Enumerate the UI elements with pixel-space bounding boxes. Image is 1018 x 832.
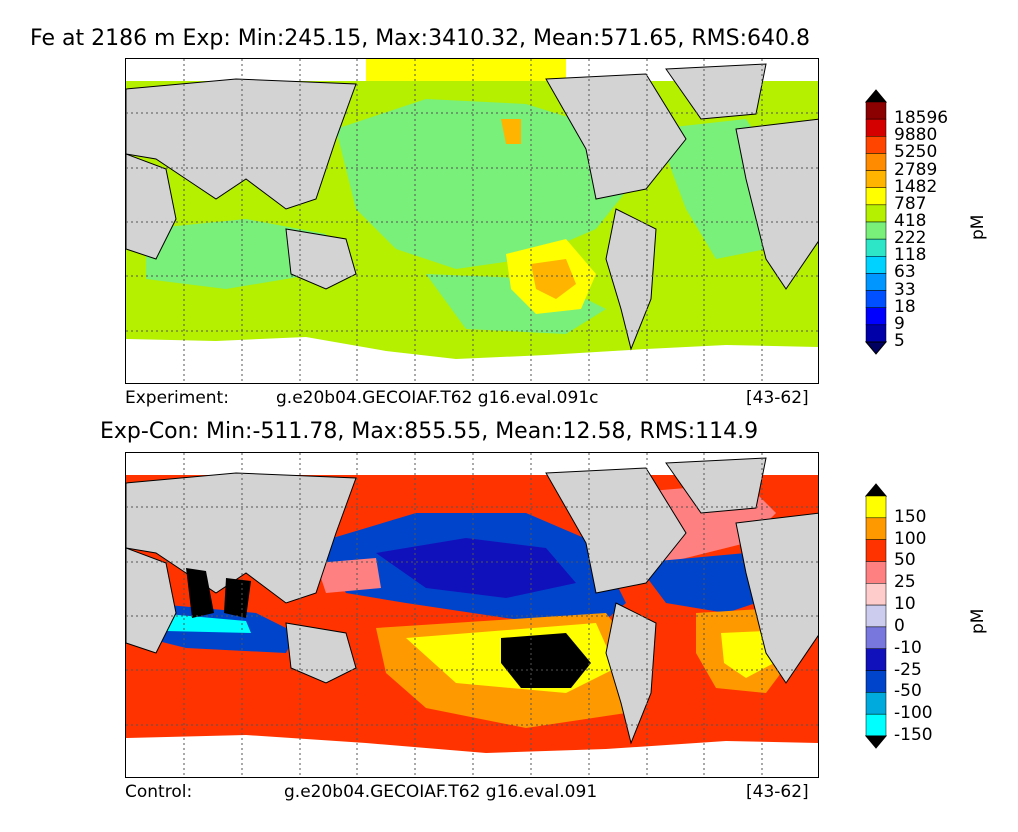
bottom-colorbar-band bbox=[865, 583, 887, 606]
graticule bbox=[126, 59, 818, 383]
top-colorbar-top-cap bbox=[864, 89, 888, 103]
bottom-caption-label: Control: bbox=[125, 782, 193, 802]
south-america bbox=[605, 602, 657, 745]
south-atlantic-peak bbox=[721, 631, 774, 678]
north-pacific-patch bbox=[501, 119, 521, 144]
top-colorbar-tick-label: 1482 bbox=[894, 176, 938, 197]
bottom-colorbar-band bbox=[865, 670, 887, 693]
top-colorbar-band bbox=[865, 221, 887, 240]
top-colorbar-tick-label: 9880 bbox=[894, 125, 938, 146]
top-colorbar-tick-label: 5 bbox=[894, 331, 905, 351]
antarctic-nodata bbox=[126, 337, 818, 383]
bottom-colorbar-bottom-cap bbox=[864, 735, 888, 749]
top-colorbar-band bbox=[865, 256, 887, 274]
bottom-colorbar-tick-label: -50 bbox=[894, 681, 922, 702]
bottom-colorbar-tick-label: -10 bbox=[894, 637, 922, 658]
bottom-colorbar-tick-label: -25 bbox=[894, 659, 922, 680]
top-colorbar-band bbox=[865, 101, 887, 120]
top-colorbar-tick-label: 222 bbox=[894, 228, 927, 249]
australia bbox=[285, 622, 357, 684]
bottom-colorbar-band bbox=[865, 604, 887, 628]
bottom-colorbar-top-cap bbox=[864, 483, 888, 497]
bottom-map bbox=[125, 452, 819, 778]
arctic-high-fe bbox=[366, 59, 566, 81]
top-colorbar-tick-label: 63 bbox=[894, 262, 916, 283]
top-colorbar-band bbox=[865, 170, 887, 188]
bottom-panel-title: Exp-Con: Min:-511.78, Max:855.55, Mean:1… bbox=[100, 419, 759, 444]
top-colorbar-tick-label: 18596 bbox=[894, 108, 949, 129]
east-pacific-peak-fe bbox=[531, 259, 576, 299]
bottom-colorbar-tick-label: 25 bbox=[894, 572, 916, 593]
top-map bbox=[125, 58, 819, 384]
top-colorbar-band bbox=[865, 204, 887, 223]
africa-west bbox=[735, 118, 818, 290]
southern-indian-min bbox=[156, 613, 251, 633]
bottom-colorbar-band bbox=[865, 561, 887, 584]
bottom-caption-years: [43-62] bbox=[746, 782, 809, 802]
bottom-colorbar-tick-label: 100 bbox=[894, 528, 927, 549]
top-caption-case: g.e20b04.GECOIAF.T62 g16.eval.091c bbox=[276, 388, 599, 408]
indian-ocean-low-fe bbox=[146, 219, 326, 289]
antarctic-nodata bbox=[126, 735, 818, 777]
north-pacific-low-fe bbox=[336, 99, 636, 269]
top-colorbar-tick-label: 2789 bbox=[894, 159, 938, 180]
top-colorbar-band bbox=[865, 238, 887, 257]
bottom-colorbar bbox=[864, 483, 888, 749]
bottom-colorbar-svg bbox=[864, 483, 888, 749]
top-caption-label: Experiment: bbox=[125, 388, 229, 408]
bottom-colorbar-tick-label: 150 bbox=[894, 506, 927, 527]
top-colorbar-tick-label: 33 bbox=[894, 279, 916, 300]
top-colorbar-band bbox=[865, 307, 887, 326]
top-colorbar-tick-label: 18 bbox=[894, 296, 916, 317]
top-colorbar-band bbox=[865, 136, 887, 154]
africa-east bbox=[126, 153, 177, 260]
top-colorbar-tick-label: 418 bbox=[894, 211, 927, 231]
bottom-colorbar-tick-label: 0 bbox=[894, 615, 905, 636]
bottom-colorbar-band bbox=[865, 517, 887, 540]
bottom-colorbar-tick-label: -150 bbox=[894, 725, 933, 745]
eurasia bbox=[126, 78, 357, 210]
bottom-colorbar-tick-label: -100 bbox=[894, 703, 933, 724]
top-colorbar-tick-label: 787 bbox=[894, 193, 927, 214]
africa-west bbox=[735, 512, 818, 684]
bottom-colorbar-band bbox=[865, 626, 887, 649]
bottom-colorbar-band bbox=[865, 539, 887, 562]
top-colorbar-tick-label: 9 bbox=[894, 313, 905, 334]
top-panel-title: Fe at 2186 m Exp: Min:245.15, Max:3410.3… bbox=[30, 26, 810, 51]
bottom-colorbar-tick-label: 10 bbox=[894, 594, 916, 615]
bottom-colorbar-tick-label: 50 bbox=[894, 550, 916, 571]
top-colorbar-tick-label: 5250 bbox=[894, 142, 938, 163]
top-colorbar-svg bbox=[864, 89, 888, 355]
bottom-colorbar-band bbox=[865, 692, 887, 715]
eurasia bbox=[126, 472, 357, 604]
north-pacific-strong-negative bbox=[376, 538, 576, 598]
bottom-colorbar-unit: pM bbox=[968, 608, 988, 634]
australia bbox=[285, 228, 357, 290]
top-caption-years: [43-62] bbox=[746, 388, 809, 408]
top-colorbar-band bbox=[865, 153, 887, 171]
africa-east bbox=[126, 547, 177, 654]
top-colorbar-band bbox=[865, 290, 887, 308]
red-sea-extreme bbox=[186, 568, 214, 618]
kuroshio-positive bbox=[316, 558, 381, 593]
arabian-extreme bbox=[224, 578, 251, 618]
south-america bbox=[605, 208, 657, 351]
greenland bbox=[665, 63, 767, 120]
greenland bbox=[665, 457, 767, 514]
top-colorbar-unit: pM bbox=[968, 214, 988, 240]
graticule bbox=[126, 453, 818, 777]
top-colorbar-band bbox=[865, 273, 887, 291]
top-colorbar bbox=[864, 89, 888, 355]
bottom-colorbar-band bbox=[865, 648, 887, 671]
bottom-caption-case: g.e20b04.GECOIAF.T62 g16.eval.091 bbox=[284, 782, 598, 802]
top-colorbar-band bbox=[865, 187, 887, 206]
top-colorbar-band bbox=[865, 118, 887, 137]
south-pacific-extreme bbox=[501, 633, 591, 688]
bottom-colorbar-band bbox=[865, 713, 887, 737]
top-colorbar-band bbox=[865, 324, 887, 343]
top-colorbar-tick-label: 118 bbox=[894, 245, 927, 266]
top-colorbar-bottom-cap bbox=[864, 341, 888, 355]
bottom-colorbar-band bbox=[865, 495, 887, 519]
